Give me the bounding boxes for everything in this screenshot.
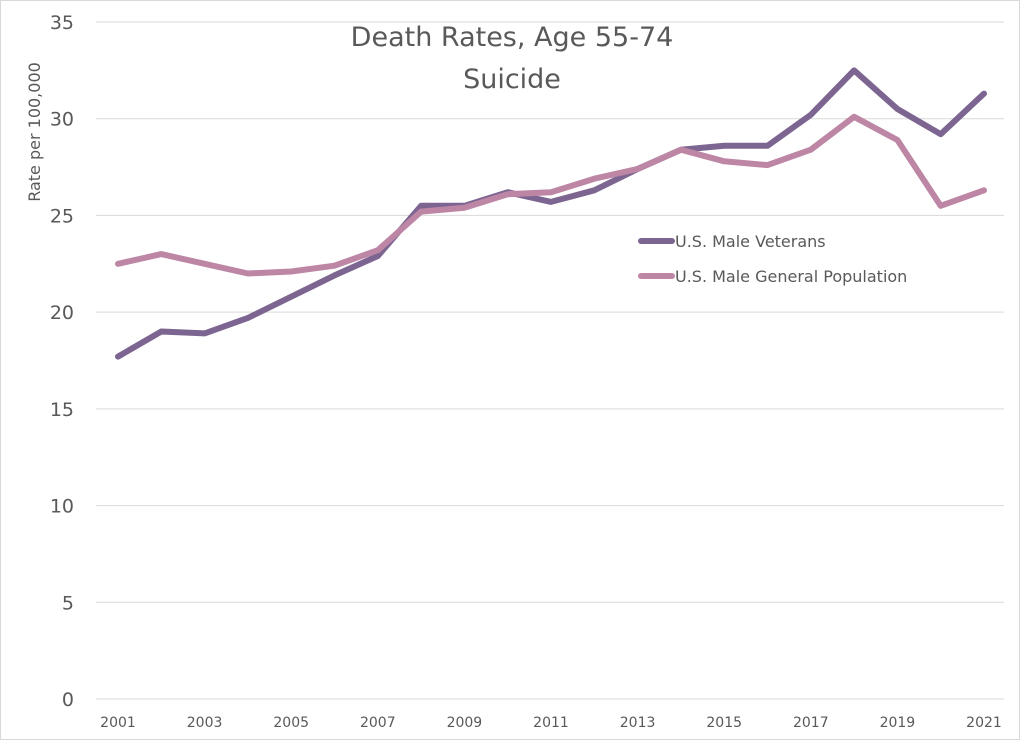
y-tick-label: 20	[50, 302, 74, 324]
x-tick-label: 2011	[533, 715, 569, 731]
y-tick-label: 15	[50, 399, 74, 421]
x-tick-label: 2013	[620, 715, 656, 731]
chart-title: Death Rates, Age 55-74	[351, 22, 674, 53]
x-tick-label: 2007	[360, 715, 396, 731]
y-tick-label: 35	[50, 12, 74, 34]
x-tick-label: 2005	[273, 715, 309, 731]
x-axis-ticks: 2001 2003 2005 2007 2009 2011 2013 2015 2017 2019…	[100, 715, 1002, 731]
y-tick-label: 0	[62, 689, 74, 711]
chart-subtitle: Suicide	[463, 64, 561, 95]
x-tick-label: 2015	[706, 715, 742, 731]
y-axis-label: Rate per 100,000	[25, 62, 44, 202]
y-tick-label: 25	[50, 205, 74, 227]
x-tick-label: 2021	[966, 715, 1002, 731]
y-axis-ticks: 0 5 10 15 20 25 30 35	[50, 12, 74, 711]
legend-label-general-population: U.S. Male General Population	[675, 267, 907, 286]
legend: U.S. Male Veterans U.S. Male General Pop…	[638, 232, 907, 286]
series-lines	[115, 67, 987, 360]
series-line-general-population	[115, 113, 987, 277]
y-tick-label: 5	[62, 592, 74, 614]
legend-label-veterans: U.S. Male Veterans	[675, 232, 826, 251]
x-tick-label: 2003	[187, 715, 223, 731]
x-tick-label: 2017	[793, 715, 829, 731]
series-line-veterans	[115, 67, 987, 360]
x-tick-label: 2009	[447, 715, 483, 731]
x-tick-label: 2001	[100, 715, 136, 731]
y-tick-label: 10	[50, 496, 74, 518]
y-tick-label: 30	[50, 109, 74, 131]
x-tick-label: 2019	[880, 715, 916, 731]
